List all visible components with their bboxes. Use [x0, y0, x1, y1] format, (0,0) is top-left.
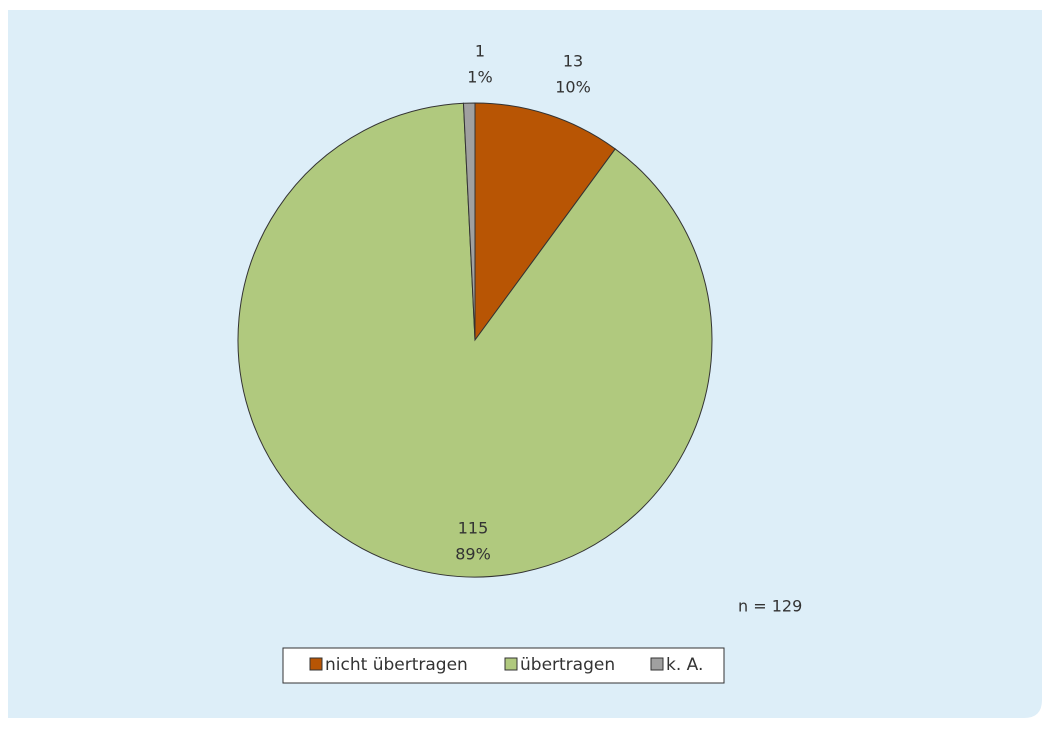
pie-slice — [474, 102, 616, 342]
legend-label: nicht übertragen — [325, 655, 468, 675]
legend-swatch — [650, 657, 664, 671]
annotation: n = 129 — [738, 597, 802, 616]
percent-label: 10% — [555, 78, 591, 97]
pie-slice — [237, 102, 713, 578]
data-label: 115 — [458, 519, 489, 538]
percent-label: 89% — [455, 545, 491, 564]
pie-slice — [462, 102, 476, 341]
legend-swatch — [309, 657, 323, 671]
legend-label: übertragen — [520, 655, 615, 675]
data-label: 1 — [475, 42, 485, 61]
percent-label: 1% — [467, 68, 492, 87]
legend-swatch — [504, 657, 518, 671]
data-label: 13 — [563, 52, 583, 71]
legend-label: k. A. — [666, 655, 703, 675]
